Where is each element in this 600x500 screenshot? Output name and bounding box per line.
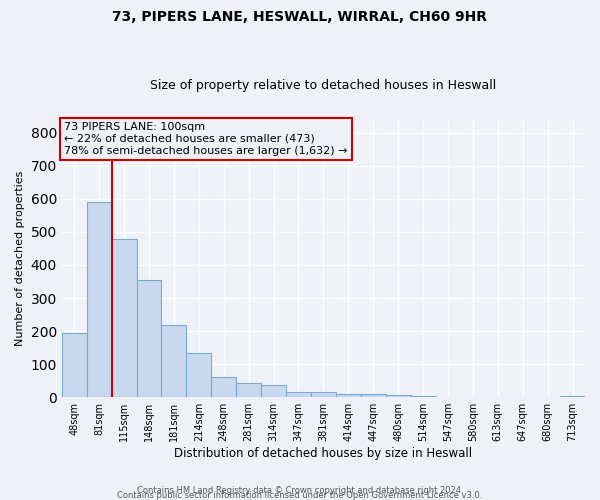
- Bar: [187, 353, 211, 397]
- Y-axis label: Number of detached properties: Number of detached properties: [15, 170, 25, 346]
- X-axis label: Distribution of detached houses by size in Heswall: Distribution of detached houses by size …: [175, 447, 472, 460]
- Bar: [261, 385, 286, 397]
- Bar: [410, 396, 436, 397]
- Bar: [62, 334, 87, 397]
- Bar: [336, 394, 361, 397]
- Text: Contains HM Land Registry data © Crown copyright and database right 2024.: Contains HM Land Registry data © Crown c…: [137, 486, 463, 495]
- Text: 73, PIPERS LANE, HESWALL, WIRRAL, CH60 9HR: 73, PIPERS LANE, HESWALL, WIRRAL, CH60 9…: [113, 10, 487, 24]
- Bar: [161, 326, 187, 397]
- Bar: [560, 396, 585, 397]
- Text: 73 PIPERS LANE: 100sqm
← 22% of detached houses are smaller (473)
78% of semi-de: 73 PIPERS LANE: 100sqm ← 22% of detached…: [64, 122, 348, 156]
- Text: Contains public sector information licensed under the Open Government Licence v3: Contains public sector information licen…: [118, 490, 482, 500]
- Bar: [386, 395, 410, 397]
- Bar: [236, 382, 261, 397]
- Bar: [112, 238, 137, 397]
- Bar: [137, 280, 161, 397]
- Title: Size of property relative to detached houses in Heswall: Size of property relative to detached ho…: [150, 79, 497, 92]
- Bar: [361, 394, 386, 397]
- Bar: [286, 392, 311, 397]
- Bar: [311, 392, 336, 397]
- Bar: [211, 377, 236, 397]
- Bar: [87, 202, 112, 397]
